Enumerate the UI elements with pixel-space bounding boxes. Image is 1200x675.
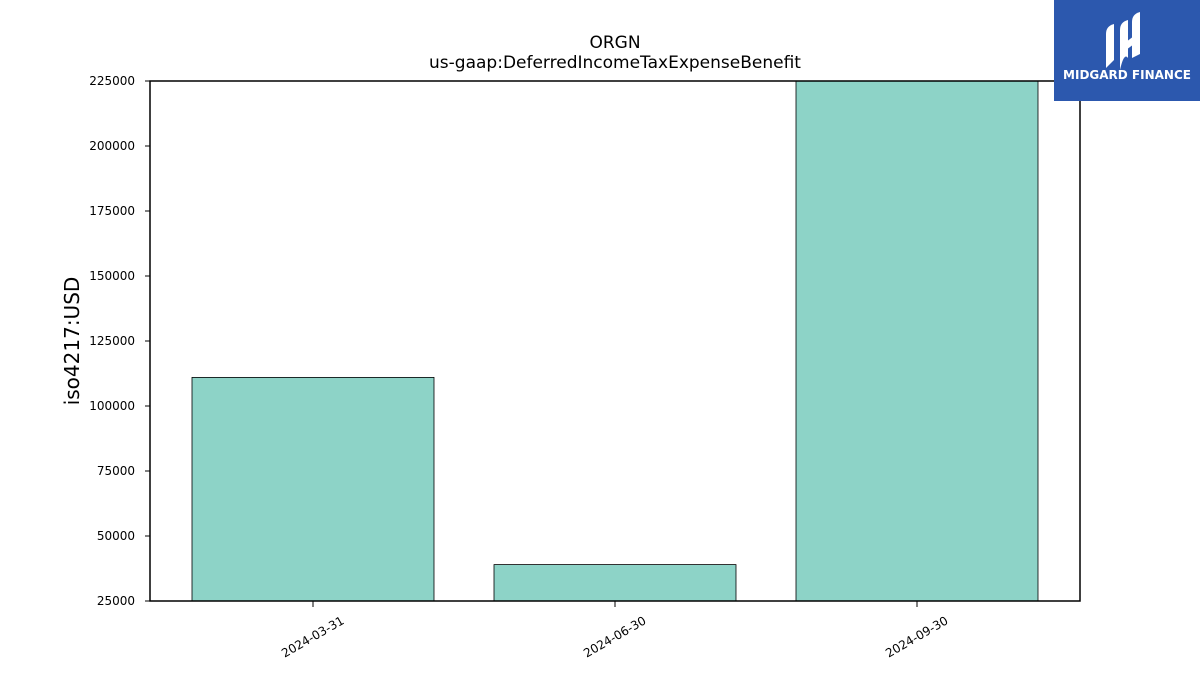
y-axis-label: iso4217:USD xyxy=(60,277,84,406)
y-tick-label: 100000 xyxy=(89,399,135,413)
plot-frame xyxy=(149,80,1081,602)
y-tick-label: 25000 xyxy=(97,594,135,608)
y-tick-label: 175000 xyxy=(89,204,135,218)
y-tick-label: 225000 xyxy=(89,74,135,88)
brand-logo: MIDGARD FINANCE xyxy=(1054,0,1200,101)
x-axis: 2024-03-31 2024-06-30 2024-09-30 xyxy=(279,601,951,660)
midgard-logo-icon xyxy=(1106,12,1140,70)
bar-2024-06-30 xyxy=(493,564,737,602)
chart-subtitle: us-gaap:DeferredIncomeTaxExpenseBenefit xyxy=(429,53,801,73)
brand-name: MIDGARD FINANCE xyxy=(1063,68,1191,82)
x-tick-label: 2024-03-31 xyxy=(279,613,346,660)
y-tick-label: 75000 xyxy=(97,464,135,478)
bar-2024-03-31 xyxy=(191,376,435,602)
chart-title: ORGN xyxy=(589,33,640,53)
y-tick-label: 50000 xyxy=(97,529,135,543)
bar-2024-09-30 xyxy=(795,80,1039,602)
y-tick-label: 150000 xyxy=(89,269,135,283)
x-tick-label: 2024-09-30 xyxy=(883,613,950,660)
bars-layer xyxy=(191,80,1039,602)
y-tick-label: 125000 xyxy=(89,334,135,348)
y-tick-label: 200000 xyxy=(89,139,135,153)
y-axis: 25000 50000 75000 100000 125000 150000 175000 2… xyxy=(89,74,150,608)
x-tick-label: 2024-06-30 xyxy=(581,613,648,660)
